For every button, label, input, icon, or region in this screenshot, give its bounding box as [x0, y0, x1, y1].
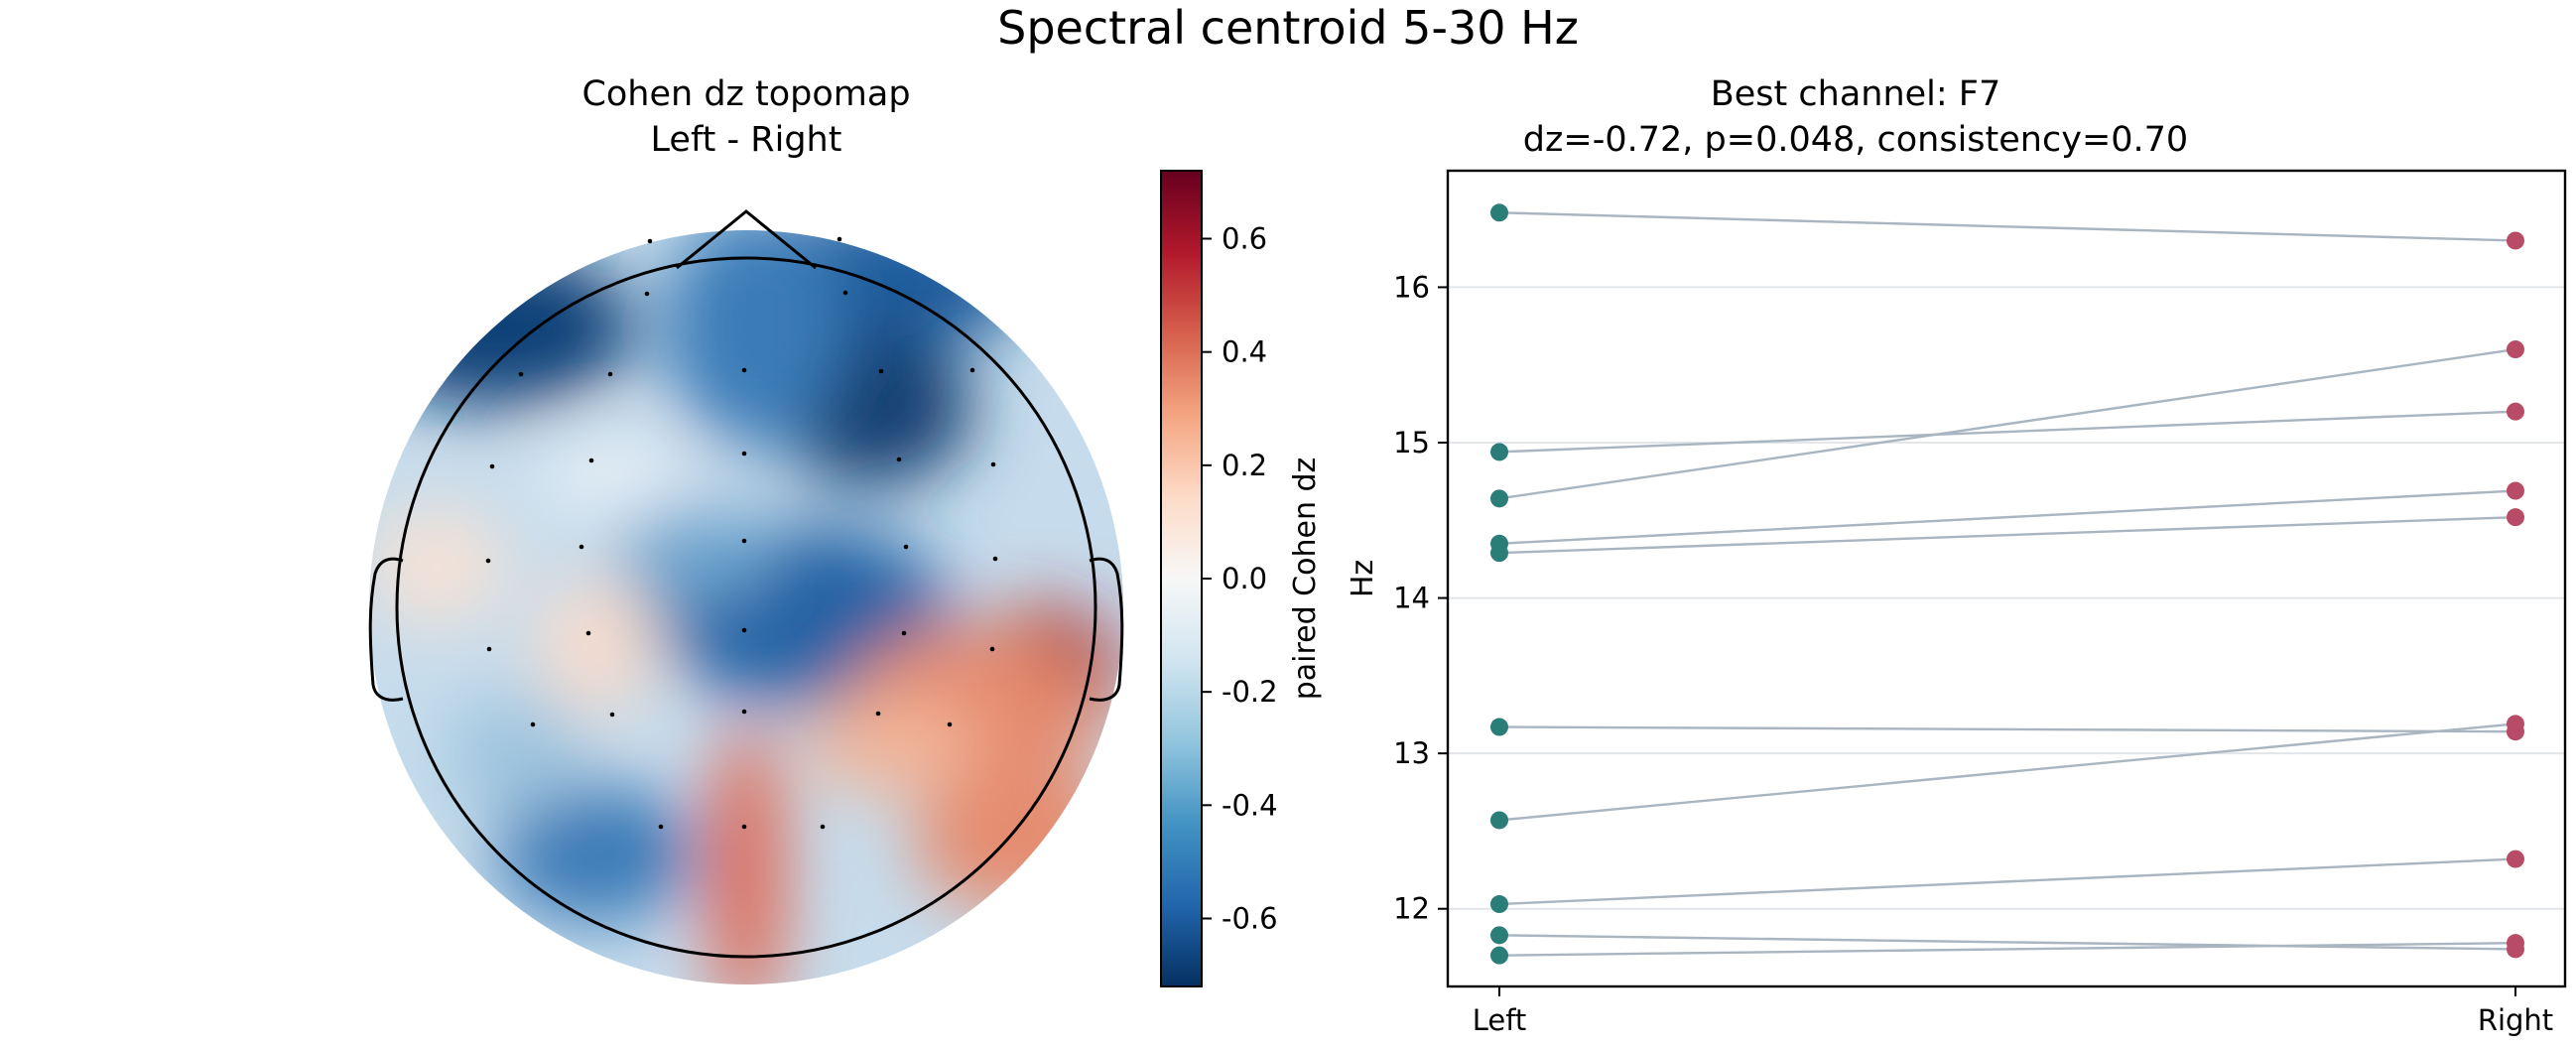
colorbar-tick-label: -0.4: [1222, 788, 1278, 822]
left-point: [1490, 443, 1508, 461]
sensor-marker: [901, 630, 907, 636]
colorbar-tick-label: 0.6: [1222, 222, 1267, 256]
sensor-marker: [820, 824, 826, 830]
sensor-marker: [647, 238, 653, 244]
sensor-marker: [588, 458, 594, 463]
colorbar-tick-label: -0.2: [1222, 675, 1278, 709]
topomap-sensors: [485, 236, 998, 830]
left-point: [1490, 895, 1508, 914]
sensor-marker: [989, 646, 995, 652]
x-axis: Left Right: [1473, 986, 2553, 1037]
y-tick-label: 15: [1393, 426, 1430, 459]
colorbar-ticks: 0.6 0.4 0.2 0.0 -0.2 -0.4 -0.6: [1202, 222, 1278, 936]
paired-plot: 12 13 14 15 16 Left Right Hz: [1346, 169, 2567, 1037]
colorbar-label: paired Cohen dz: [1288, 458, 1323, 701]
sensor-marker: [896, 457, 902, 462]
sensor-marker: [485, 558, 491, 564]
colorbar-tick-label: 0.4: [1222, 335, 1267, 369]
colorbar-tick-label: 0.0: [1222, 562, 1267, 595]
colorbar-tick-label: -0.6: [1222, 902, 1278, 936]
colorbar: 0.6 0.4 0.2 0.0 -0.2 -0.4 -0.6 paired Cohen dz: [1160, 170, 1323, 987]
sensor-marker: [903, 544, 909, 550]
right-point: [2507, 508, 2524, 527]
pair-line: [1498, 515, 2516, 555]
y-tick-label: 14: [1393, 582, 1430, 615]
data-points: [1490, 203, 2524, 965]
right-point: [2507, 481, 2524, 500]
sensor-marker: [875, 711, 881, 717]
left-point: [1490, 203, 1508, 222]
sensor-marker: [741, 451, 747, 457]
right-point: [2507, 231, 2524, 250]
right-point: [2507, 850, 2524, 868]
sensor-marker: [609, 712, 615, 718]
y-tick-label: 12: [1393, 892, 1430, 926]
left-point: [1490, 544, 1508, 563]
left-point: [1490, 946, 1508, 965]
nose-icon: [676, 209, 817, 270]
right-ear-icon: [1089, 557, 1124, 702]
left-point: [1490, 489, 1508, 508]
sensor-marker: [741, 538, 747, 544]
x-tick-label: Right: [2478, 1003, 2553, 1037]
sensor-marker: [741, 709, 747, 715]
x-tick-label: Left: [1473, 1003, 1527, 1037]
sensor-marker: [842, 290, 848, 296]
sensor-marker: [607, 371, 613, 377]
pair-line: [1498, 725, 2516, 733]
pair-line: [1498, 722, 2516, 822]
y-tick-label: 16: [1393, 270, 1430, 304]
head-circle: [395, 256, 1097, 959]
figure-suptitle: Spectral centroid 5-30 Hz: [997, 1, 1579, 55]
left-point: [1490, 718, 1508, 736]
colorbar-gradient: [1160, 170, 1203, 987]
right-point: [2507, 934, 2524, 953]
sensor-marker: [530, 721, 536, 727]
topomap-heatmap: [369, 230, 1123, 984]
chart-title-line2: dz=-0.72, p=0.048, consistency=0.70: [1523, 120, 2188, 160]
pair-line: [1498, 211, 2516, 242]
pair-line: [1498, 347, 2516, 500]
y-axis-label: Hz: [1346, 560, 1380, 597]
topomap-title-line2: Left - Right: [651, 120, 842, 160]
plot-frame: [1446, 169, 2567, 988]
head-outline: [368, 209, 1124, 959]
y-tick-label: 13: [1393, 736, 1430, 770]
sensor-marker: [969, 367, 975, 373]
chart-title-line1: Best channel: F7: [1711, 74, 2000, 114]
sensor-marker: [658, 824, 664, 830]
sensor-marker: [741, 367, 747, 373]
pair-line: [1498, 857, 2516, 906]
pair-line: [1498, 489, 2516, 545]
left-point: [1490, 926, 1508, 945]
sensor-marker: [579, 544, 584, 550]
sensor-marker: [518, 371, 524, 377]
sensor-marker: [837, 236, 842, 242]
sensor-marker: [990, 461, 996, 467]
sensor-marker: [992, 556, 998, 562]
sensor-marker: [741, 627, 747, 633]
sensor-marker: [878, 368, 884, 374]
left-point: [1490, 811, 1508, 830]
pair-line: [1498, 410, 2516, 454]
topomap-title-line1: Cohen dz topomap: [581, 74, 910, 114]
grid-lines: [1448, 286, 2565, 910]
sensor-marker: [486, 646, 492, 652]
pair-line: [1498, 941, 2516, 957]
right-point: [2507, 402, 2524, 421]
pair-lines: [1498, 211, 2516, 957]
sensor-marker: [947, 721, 953, 727]
colorbar-tick-label: 0.2: [1222, 449, 1267, 482]
left-ear-icon: [368, 557, 404, 702]
sensor-marker: [644, 291, 650, 297]
sensor-marker: [489, 463, 495, 469]
sensor-marker: [741, 824, 747, 830]
pair-line: [1498, 934, 2516, 951]
sensor-marker: [585, 630, 591, 636]
right-point: [2507, 340, 2524, 359]
right-point: [2507, 715, 2524, 733]
y-axis: 12 13 14 15 16: [1393, 270, 1448, 926]
